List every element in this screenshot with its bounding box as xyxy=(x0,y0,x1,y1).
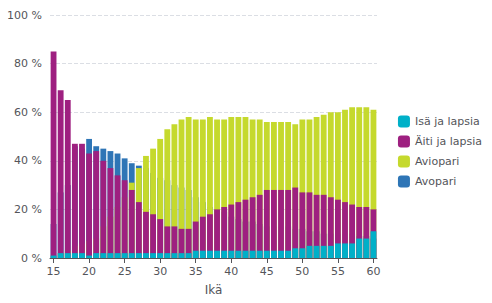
svg-text:40: 40 xyxy=(224,265,238,278)
svg-text:45: 45 xyxy=(260,265,274,278)
svg-text:Avopari: Avopari xyxy=(415,175,456,188)
svg-text:35: 35 xyxy=(189,265,203,278)
svg-text:25: 25 xyxy=(118,265,132,278)
svg-text:80 %: 80 % xyxy=(14,57,42,70)
svg-text:Aviopari: Aviopari xyxy=(415,155,459,168)
svg-text:40 %: 40 % xyxy=(14,154,42,167)
svg-text:Ikä: Ikä xyxy=(205,283,223,297)
svg-text:60: 60 xyxy=(366,265,380,278)
svg-text:0 %: 0 % xyxy=(21,252,42,265)
svg-text:50: 50 xyxy=(295,265,309,278)
svg-text:Äiti ja lapsia: Äiti ja lapsia xyxy=(415,135,482,148)
svg-text:60 %: 60 % xyxy=(14,106,42,119)
svg-text:20: 20 xyxy=(82,265,96,278)
svg-text:15: 15 xyxy=(47,265,61,278)
svg-text:55: 55 xyxy=(331,265,345,278)
svg-text:100 %: 100 % xyxy=(7,9,42,22)
svg-text:30: 30 xyxy=(153,265,167,278)
svg-text:20 %: 20 % xyxy=(14,203,42,216)
svg-text:Isä ja lapsia: Isä ja lapsia xyxy=(415,115,480,128)
